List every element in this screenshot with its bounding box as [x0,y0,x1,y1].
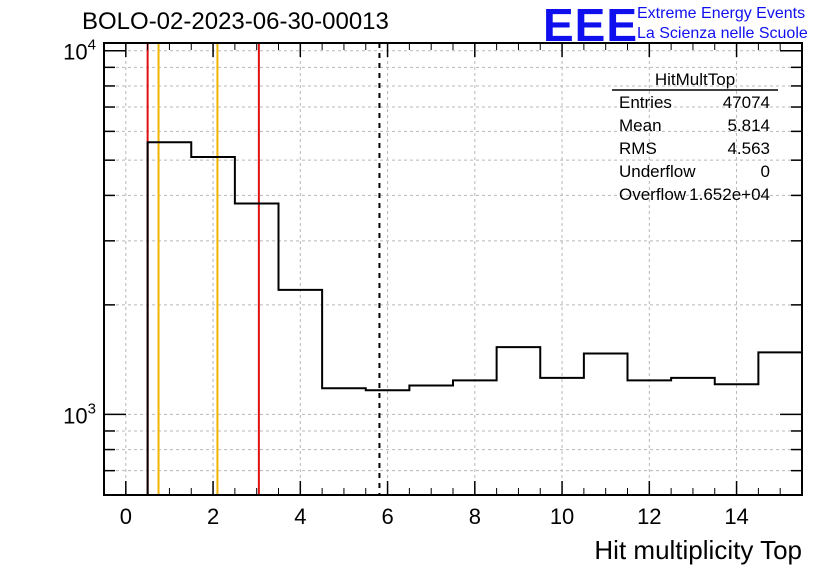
x-tick-label: 2 [207,504,219,529]
stat-value-rms: 4.563 [727,139,770,158]
stat-value-overflow: 1.652e+04 [689,185,770,204]
x-axis-title: Hit multiplicity Top [594,535,802,565]
stat-label-overflow: Overflow [619,185,687,204]
run-title: BOLO-02-2023-06-30-00013 [82,8,389,35]
stat-value-entries: 47074 [722,93,770,112]
marker-lines [146,43,381,495]
x-tick-label: 6 [381,504,393,529]
logo-line-2: La Scienza nelle Scuole [637,25,808,42]
x-tick-label: 8 [469,504,481,529]
stat-value-underflow: 0 [760,162,770,181]
x-tick-label: 10 [550,504,574,529]
stat-label-mean: Mean [619,116,662,135]
grid-layer [104,43,802,496]
x-tick-label: 4 [294,504,306,529]
y-tick-label: 104 [63,37,96,65]
stat-label-underflow: Underflow [619,162,696,181]
stat-label-rms: RMS [619,139,657,158]
axis-ticks [103,43,803,496]
stat-value-mean: 5.814 [727,116,770,135]
logo-line-1: Extreme Energy Events [637,5,806,22]
x-tick-label: 12 [637,504,661,529]
eee-logo: EEE [543,0,639,51]
plot-frame [103,42,803,496]
x-tick-label: 0 [120,504,132,529]
x-tick-label: 14 [724,504,748,529]
stats-box-title: HitMultTop [654,70,736,89]
histogram-outline [146,141,802,495]
stat-label-entries: Entries [619,93,672,112]
y-tick-label: 103 [63,400,96,428]
tick-labels: 0 2 4 6 8 10 12 14 103 104 [63,37,749,529]
